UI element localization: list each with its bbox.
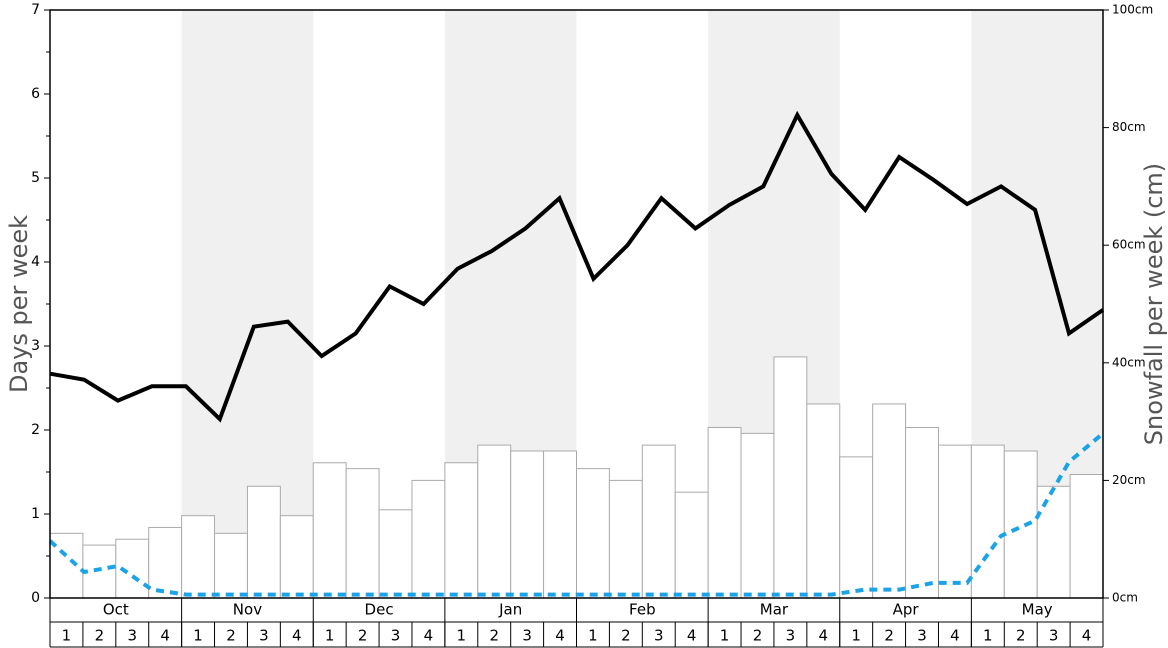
bar [773,356,808,599]
bar [477,444,512,599]
bar [872,403,907,599]
x-tick-label: 2 [884,627,894,645]
y-tick-label: 7 [31,2,40,18]
x-tick-label: 3 [259,627,269,645]
x-tick-label: 3 [786,627,796,645]
x-tick-label: 2 [1016,627,1026,645]
bar [1069,474,1104,599]
bar [181,515,216,599]
x-tick-label: 4 [687,627,697,645]
bar [378,509,413,599]
y-tick-label: 0 [31,590,40,606]
x-tick-label: 4 [950,627,960,645]
bar [707,426,742,599]
bar [1003,450,1038,599]
x-tick-label: 4 [292,627,302,645]
x-tick-label: 1 [720,627,730,645]
x-tick-label: 2 [226,627,236,645]
y-tick-label: 2 [31,422,40,438]
x-tick-label: 2 [95,627,105,645]
bar [806,403,841,599]
bar [312,462,347,599]
bar [839,456,874,599]
x-tick-label: 1 [851,627,861,645]
x-tick-label: 3 [391,627,401,645]
bar [674,491,709,599]
bar [1036,485,1071,599]
bar [148,526,183,599]
x-tick-label: 1 [62,627,72,645]
x-tick-label: 4 [1082,627,1092,645]
x-tick-label: 4 [819,627,829,645]
bar [937,444,972,599]
y2-tick-label: 60cm [1112,238,1146,252]
x-tick-label: 3 [654,627,664,645]
x-tick-label: 1 [588,627,598,645]
y-tick-label: 4 [31,254,40,270]
y-tick-label: 5 [31,170,40,186]
bar [246,485,281,599]
x-tick-label: 2 [753,627,763,645]
x-tick-label: 1 [193,627,203,645]
bar [905,426,939,599]
bar [510,450,545,599]
month-label: Dec [365,601,394,619]
x-tick-label: 1 [325,627,335,645]
x-tick-label: 4 [555,627,565,645]
x-tick-label: 4 [424,627,434,645]
bar [82,544,117,599]
x-tick-label: 3 [1049,627,1059,645]
month-label: Apr [893,601,920,619]
bar [608,479,643,599]
y-tick-label: 3 [31,338,40,354]
x-tick-label: 1 [983,627,993,645]
bar [279,515,314,599]
y2-tick-label: 40cm [1112,355,1146,369]
x-tick-label: 2 [621,627,631,645]
x-tick-label: 4 [160,627,170,645]
x-tick-label: 2 [358,627,368,645]
y-tick-label: 6 [31,86,40,102]
month-label: Mar [760,601,789,619]
bar [411,479,446,599]
bar [543,450,577,599]
line [49,110,1105,423]
bar [740,432,775,599]
x-tick-label: 1 [457,627,467,645]
x-tick-label: 3 [522,627,532,645]
month-label: Oct [103,601,129,619]
y2-tick-label: 0cm [1112,591,1138,605]
month-label: Nov [233,601,262,619]
month-label: May [1022,601,1053,619]
line [48,431,1105,597]
y2-axis-title: Snowfall per week (cm) [1140,163,1168,445]
x-tick-label: 3 [127,627,137,645]
y2-tick-label: 20cm [1112,473,1146,487]
y-tick-label: 1 [31,506,40,522]
bar [970,444,1005,599]
x-tick-label: 3 [917,627,927,645]
month-label: Feb [629,601,656,619]
bar [444,462,479,599]
bar [214,532,248,599]
y2-tick-label: 80cm [1112,120,1146,134]
y-axis-title: Days per week [5,215,33,393]
bar [641,444,676,599]
x-tick-label: 2 [489,627,499,645]
bar [576,468,610,599]
y2-tick-label: 100cm [1112,3,1153,17]
month-label: Jan [498,601,522,619]
bar [345,468,380,599]
